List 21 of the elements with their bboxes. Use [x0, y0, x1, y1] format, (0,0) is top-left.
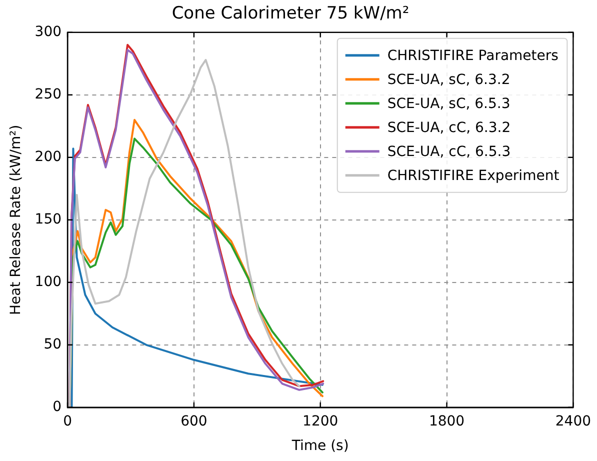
x-axis-title: Time (s)	[290, 438, 349, 454]
y-tick-label: 0	[52, 399, 62, 416]
y-axis-title: Heat Release Rate (kW/m²)	[8, 124, 24, 315]
x-tick-label: 1200	[302, 413, 338, 430]
y-tick-label: 200	[34, 149, 62, 166]
x-tick-label: 0	[63, 413, 72, 430]
legend-label: SCE-UA, sC, 6.3.2	[387, 72, 510, 88]
legend-label: CHRISTIFIRE Experiment	[387, 168, 560, 184]
y-tick-label: 250	[34, 86, 62, 103]
legend-label: SCE-UA, cC, 6.5.3	[387, 144, 511, 160]
y-tick-label: 100	[34, 274, 62, 290]
x-tick-label: 600	[180, 413, 208, 430]
x-tick-label: 1800	[428, 413, 465, 430]
x-tick-label: 2400	[555, 413, 592, 430]
legend-label: SCE-UA, sC, 6.5.3	[387, 96, 510, 112]
y-tick-label: 50	[44, 336, 62, 353]
chart-title: Cone Calorimeter 75 kW/m²	[172, 4, 410, 24]
legend-label: CHRISTIFIRE Parameters	[387, 48, 558, 64]
legend-label: SCE-UA, cC, 6.3.2	[387, 120, 511, 136]
y-tick-label: 300	[34, 24, 62, 40]
y-tick-label: 150	[34, 212, 62, 228]
